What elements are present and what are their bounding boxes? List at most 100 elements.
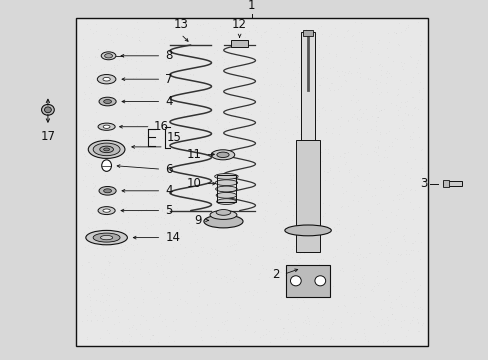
- Point: [348, 226, 356, 232]
- Point: [335, 131, 343, 137]
- Point: [213, 227, 221, 233]
- Point: [189, 201, 197, 207]
- Point: [299, 250, 307, 256]
- Point: [248, 232, 256, 238]
- Point: [180, 123, 188, 129]
- Point: [153, 105, 161, 111]
- Point: [380, 106, 387, 112]
- Point: [234, 239, 242, 244]
- Text: 2: 2: [272, 268, 279, 281]
- Point: [118, 247, 125, 252]
- Point: [212, 190, 220, 196]
- Point: [248, 145, 256, 150]
- Point: [315, 248, 323, 254]
- Point: [368, 46, 376, 52]
- Point: [348, 197, 356, 203]
- Point: [90, 252, 98, 258]
- Ellipse shape: [88, 140, 125, 158]
- Point: [201, 269, 209, 275]
- Point: [393, 92, 401, 98]
- Point: [373, 274, 381, 279]
- Point: [279, 267, 287, 273]
- Point: [403, 22, 411, 28]
- Point: [325, 85, 332, 91]
- Point: [292, 106, 300, 112]
- Text: 7: 7: [165, 73, 172, 86]
- Point: [337, 184, 345, 189]
- Point: [321, 265, 329, 271]
- Point: [384, 292, 392, 298]
- Point: [198, 287, 206, 293]
- Point: [123, 140, 131, 145]
- Point: [211, 274, 219, 279]
- Point: [276, 334, 284, 339]
- Point: [383, 338, 390, 344]
- Point: [113, 25, 121, 31]
- Point: [248, 292, 256, 298]
- Point: [120, 294, 128, 300]
- Point: [288, 103, 296, 109]
- Point: [341, 336, 348, 342]
- Point: [167, 205, 175, 211]
- Point: [352, 69, 360, 75]
- Point: [139, 256, 146, 261]
- Bar: [76, 18, 427, 346]
- Point: [260, 218, 268, 224]
- Point: [188, 106, 196, 112]
- Point: [91, 135, 99, 141]
- Point: [186, 166, 194, 171]
- Point: [161, 316, 169, 322]
- Point: [110, 321, 118, 327]
- Point: [295, 219, 303, 225]
- Point: [120, 247, 128, 253]
- Point: [184, 220, 192, 226]
- Point: [251, 27, 259, 33]
- Point: [254, 306, 262, 312]
- Point: [408, 129, 416, 135]
- Point: [271, 131, 279, 136]
- Point: [116, 158, 124, 164]
- Point: [156, 253, 163, 259]
- Point: [108, 47, 116, 53]
- Point: [145, 336, 153, 342]
- Point: [285, 221, 292, 226]
- Point: [87, 317, 95, 323]
- Point: [176, 241, 183, 247]
- Point: [229, 278, 237, 284]
- Point: [350, 231, 358, 237]
- Point: [352, 126, 360, 132]
- Point: [96, 335, 104, 341]
- Point: [317, 336, 325, 341]
- Point: [340, 69, 348, 75]
- Point: [134, 148, 142, 154]
- Point: [165, 184, 173, 190]
- Point: [270, 179, 278, 184]
- Point: [282, 283, 290, 289]
- Point: [223, 309, 230, 315]
- Text: 11: 11: [186, 148, 201, 161]
- Point: [415, 256, 423, 261]
- Point: [416, 39, 424, 44]
- Point: [246, 127, 254, 133]
- Point: [314, 223, 322, 229]
- Point: [244, 156, 251, 162]
- Point: [122, 50, 130, 56]
- Point: [346, 179, 354, 184]
- Point: [216, 23, 224, 29]
- Point: [291, 80, 299, 86]
- Point: [314, 242, 322, 247]
- Point: [177, 73, 184, 79]
- Point: [82, 63, 90, 69]
- Point: [137, 256, 144, 262]
- Point: [85, 259, 93, 265]
- Point: [223, 186, 230, 192]
- Point: [262, 28, 269, 34]
- Point: [180, 112, 187, 118]
- Point: [334, 73, 342, 78]
- Point: [154, 214, 162, 220]
- Point: [79, 36, 86, 41]
- Point: [365, 309, 373, 314]
- Point: [246, 196, 254, 202]
- Point: [158, 207, 165, 213]
- Point: [373, 114, 381, 120]
